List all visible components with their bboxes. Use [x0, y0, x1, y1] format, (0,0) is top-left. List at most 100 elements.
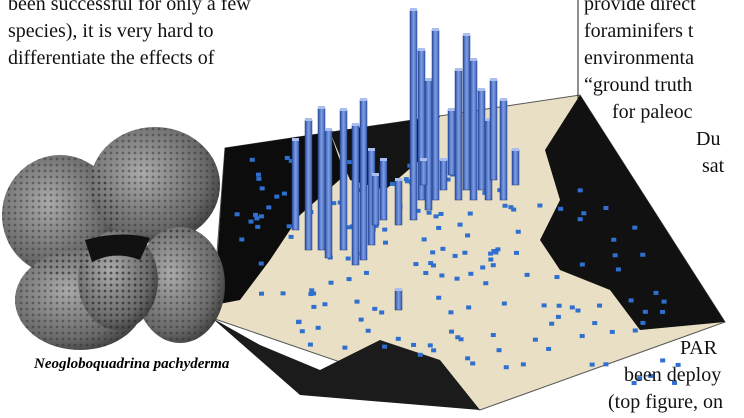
- map-marker: [495, 247, 501, 252]
- map-marker: [284, 155, 290, 160]
- map-marker: [524, 272, 530, 277]
- map-marker: [603, 362, 609, 367]
- map-marker: [457, 222, 463, 227]
- body-text: “ground truth: [584, 74, 693, 96]
- body-text: (top figure, on: [608, 391, 723, 413]
- map-bar: [439, 159, 448, 191]
- map-bar-top: [490, 78, 497, 81]
- landmass: [212, 318, 480, 410]
- map-marker: [426, 210, 432, 215]
- map-marker: [255, 172, 261, 177]
- map-marker: [403, 177, 409, 182]
- map-marker: [515, 229, 521, 234]
- map-marker: [274, 194, 280, 199]
- map-bar-top: [470, 58, 477, 61]
- map-marker: [288, 158, 294, 163]
- map-marker: [449, 329, 455, 334]
- map-marker: [345, 256, 351, 261]
- map-marker: [597, 303, 603, 308]
- map-bar-top: [325, 128, 332, 131]
- map-marker: [488, 257, 494, 262]
- map-marker: [480, 265, 486, 270]
- map-marker: [549, 321, 555, 326]
- map-marker: [411, 342, 417, 347]
- body-text: PAR: [680, 337, 718, 359]
- map-marker: [537, 203, 543, 208]
- map-marker: [632, 328, 638, 333]
- map-marker: [372, 306, 378, 311]
- map-marker: [354, 299, 360, 304]
- map-marker: [382, 227, 388, 232]
- map-marker: [428, 261, 434, 266]
- map-marker: [508, 205, 514, 210]
- map-bar: [477, 89, 486, 191]
- map-marker: [430, 250, 436, 255]
- map-marker: [490, 263, 496, 268]
- map-marker: [555, 314, 561, 319]
- map-marker: [554, 275, 560, 280]
- map-marker: [255, 224, 261, 229]
- body-text: species), it is very hard to: [8, 20, 214, 42]
- map-marker: [309, 288, 315, 293]
- map-bar-top: [380, 158, 387, 161]
- map-marker: [465, 356, 471, 361]
- map-marker: [346, 277, 352, 282]
- map-bar: [489, 79, 498, 181]
- body-text: differentiate the effects of: [8, 47, 215, 69]
- map-bar: [379, 159, 388, 221]
- map-marker: [452, 253, 458, 258]
- map-bar-top: [418, 48, 425, 51]
- map-marker: [615, 267, 621, 272]
- body-text: for paleoc: [612, 101, 693, 123]
- map-marker: [427, 343, 433, 348]
- map-bar: [291, 139, 300, 231]
- map-bar-top: [455, 68, 462, 71]
- foraminifer-image: [2, 127, 225, 350]
- map-bar: [394, 179, 403, 226]
- map-marker: [640, 252, 646, 257]
- map-marker: [577, 217, 583, 222]
- map-marker: [413, 262, 419, 267]
- map-marker: [239, 237, 245, 242]
- map-marker: [672, 380, 678, 385]
- map-marker: [660, 309, 666, 314]
- map-marker: [311, 304, 317, 309]
- map-marker: [603, 205, 609, 210]
- map-marker: [642, 309, 648, 314]
- map-bar-top: [372, 173, 379, 176]
- map-marker: [254, 216, 260, 221]
- map-bar-top: [410, 8, 417, 11]
- map-marker: [421, 237, 427, 242]
- body-text: foraminifers t: [584, 20, 694, 42]
- map-marker: [383, 240, 389, 245]
- body-text: been successful for only a few: [8, 0, 251, 15]
- map-bar-top: [318, 106, 325, 109]
- map-bar-top: [432, 28, 439, 31]
- map-marker: [653, 290, 659, 295]
- map-marker: [342, 345, 348, 350]
- map-bar: [339, 109, 348, 251]
- map-bar: [499, 99, 508, 201]
- map-marker: [558, 206, 564, 211]
- map-bar: [304, 119, 313, 251]
- map-marker: [430, 263, 436, 268]
- map-bar: [424, 79, 433, 211]
- map-marker: [248, 219, 254, 224]
- map-bar: [324, 129, 333, 259]
- map-marker: [589, 362, 595, 367]
- map-marker: [468, 271, 474, 276]
- map-marker: [648, 373, 654, 378]
- map-bar: [359, 99, 368, 261]
- map-bar: [394, 289, 403, 311]
- map-marker: [363, 270, 369, 275]
- map-bar-top: [360, 98, 367, 101]
- map-marker: [249, 157, 255, 162]
- map-marker: [455, 335, 461, 340]
- body-text: provide direct: [584, 0, 696, 15]
- map-marker: [373, 223, 379, 228]
- figure-caption: Neogloboquadrina pachyderma: [34, 356, 230, 372]
- map-bar-top: [305, 118, 312, 121]
- map-marker: [581, 211, 587, 216]
- map-marker: [234, 212, 240, 217]
